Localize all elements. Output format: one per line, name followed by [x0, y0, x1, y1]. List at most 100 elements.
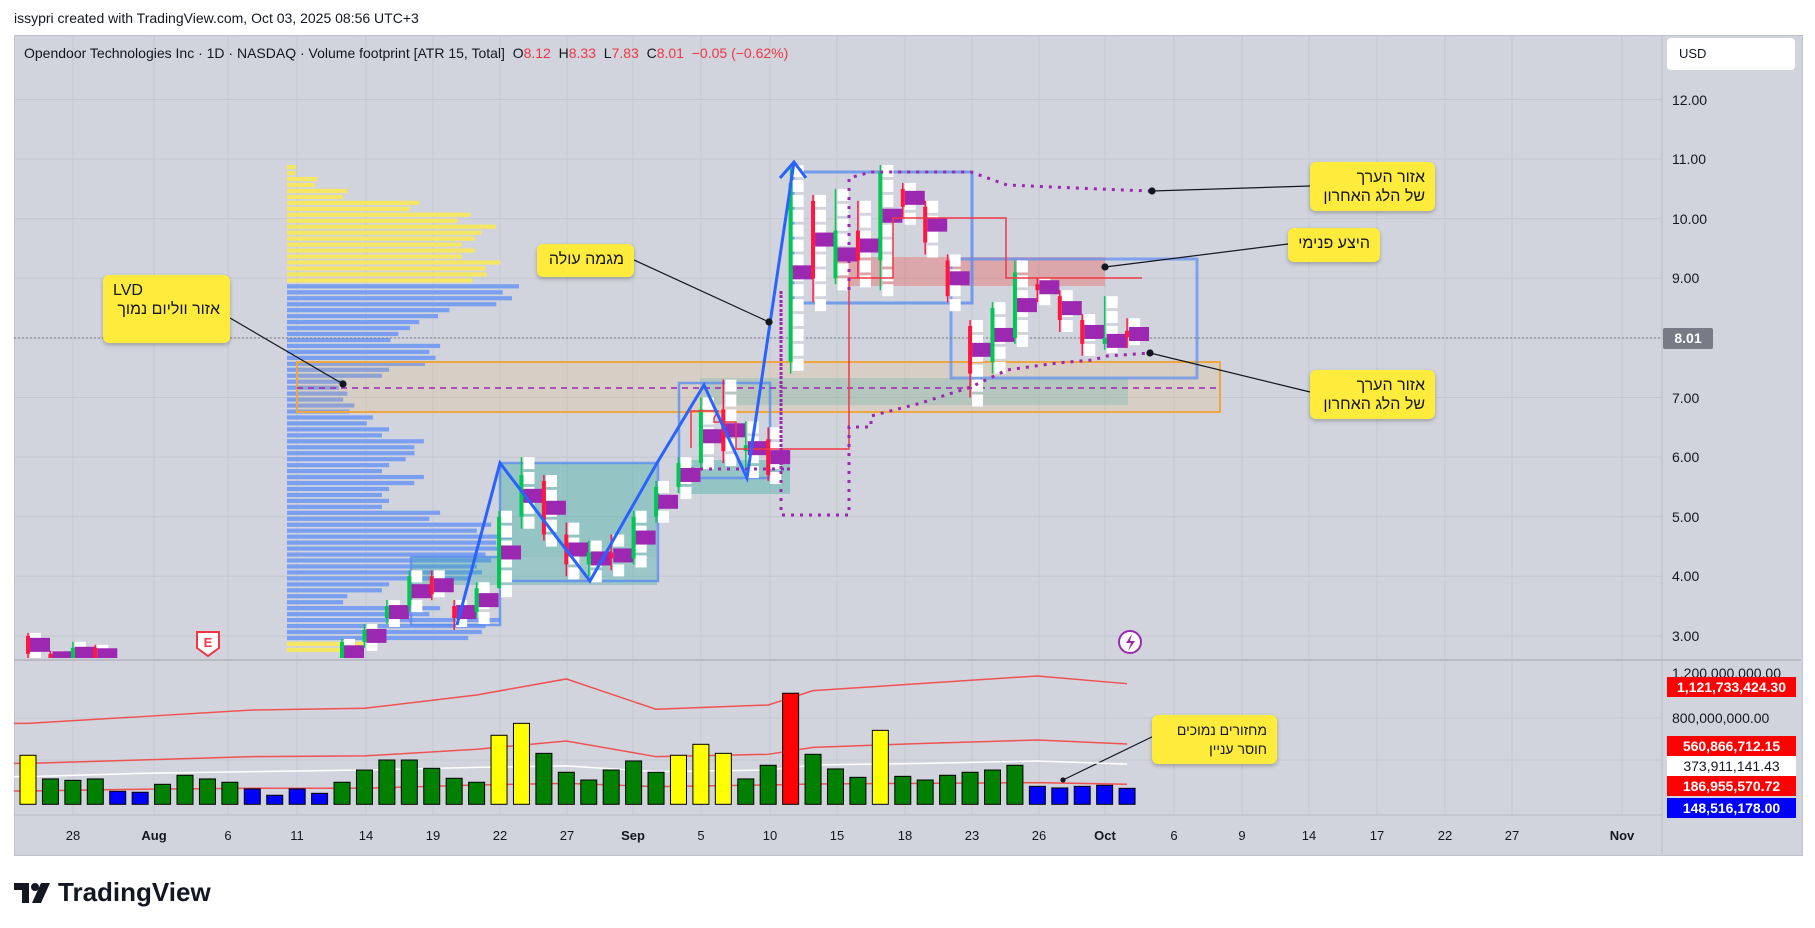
volume-bar[interactable]: [692, 743, 710, 805]
candle[interactable]: [1057, 290, 1082, 333]
volume-bar[interactable]: [333, 781, 351, 805]
callout-low-volume[interactable]: מחזורים נמוכים חוסר עניין: [1152, 715, 1277, 764]
candle[interactable]: [161, 669, 185, 684]
candle[interactable]: [968, 320, 993, 407]
candle[interactable]: [541, 474, 566, 547]
callout-value-area-bottom[interactable]: אזור הערך של הלג האחרון: [1310, 370, 1435, 419]
volume-bar[interactable]: [737, 778, 755, 805]
volume-bar[interactable]: [759, 764, 777, 805]
candle[interactable]: [205, 662, 229, 676]
volume-bar[interactable]: [1118, 787, 1136, 805]
candle[interactable]: [698, 397, 723, 470]
volume-bar[interactable]: [311, 792, 329, 805]
volume-bar[interactable]: [86, 778, 104, 805]
callout-internal-supply[interactable]: היצע פנימי: [1288, 228, 1380, 262]
candle[interactable]: [676, 457, 701, 499]
candle[interactable]: [923, 200, 948, 258]
symbol-legend[interactable]: Opendoor Technologies Inc · 1D · NASDAQ …: [24, 45, 789, 61]
candle[interactable]: [362, 623, 387, 651]
candle[interactable]: [26, 632, 50, 660]
volume-bar[interactable]: [355, 769, 373, 805]
candle[interactable]: [429, 570, 454, 601]
volume-bar[interactable]: [41, 778, 59, 805]
candle[interactable]: [93, 644, 118, 672]
candle[interactable]: [138, 665, 162, 679]
volume-bar[interactable]: [198, 778, 216, 805]
earnings-icon[interactable]: E: [196, 631, 220, 658]
callout-uptrend[interactable]: מגמה עולה: [537, 244, 634, 277]
volume-bar[interactable]: [1006, 764, 1024, 805]
volume-bar[interactable]: [916, 779, 934, 805]
candle[interactable]: [631, 510, 656, 568]
volume-bar[interactable]: [131, 791, 149, 805]
demand-zone-4[interactable]: [700, 378, 1128, 405]
volume-bar[interactable]: [557, 771, 575, 805]
volume-bar[interactable]: [804, 753, 822, 805]
candle[interactable]: [116, 660, 140, 674]
candle[interactable]: [855, 200, 880, 288]
volume-bar[interactable]: [625, 760, 643, 805]
candle[interactable]: [384, 600, 409, 628]
volume-bar[interactable]: [490, 734, 508, 805]
volume-bar[interactable]: [961, 771, 979, 805]
candle[interactable]: [250, 669, 274, 684]
range-box-3[interactable]: [677, 381, 772, 480]
volume-bar[interactable]: [826, 768, 844, 805]
candle[interactable]: [1080, 314, 1105, 356]
candle[interactable]: [990, 302, 1015, 374]
candle[interactable]: [48, 650, 73, 666]
volume-bar[interactable]: [154, 783, 172, 805]
volume-bar[interactable]: [535, 752, 553, 805]
candle[interactable]: [407, 570, 432, 613]
volume-bar[interactable]: [1096, 784, 1114, 805]
candle[interactable]: [1035, 278, 1060, 306]
volume-bar[interactable]: [423, 767, 441, 805]
range-box-5[interactable]: [949, 257, 1199, 380]
volume-bar[interactable]: [19, 754, 37, 805]
volume-bar[interactable]: [647, 771, 665, 805]
callout-lvd[interactable]: LVD אזור ווליום נמוך: [103, 275, 230, 343]
volume-bar[interactable]: [894, 775, 912, 805]
candle[interactable]: [586, 540, 611, 583]
candle[interactable]: [833, 188, 858, 291]
candle[interactable]: [183, 663, 207, 690]
tradingview-logo[interactable]: TradingView: [14, 877, 211, 908]
candle[interactable]: [788, 165, 813, 374]
lightning-icon[interactable]: [1118, 630, 1142, 654]
volume-bar[interactable]: [1073, 785, 1091, 805]
volume-bar[interactable]: [849, 776, 867, 805]
volume-bar[interactable]: [378, 759, 396, 805]
volume-bar[interactable]: [512, 722, 530, 805]
volume-bar[interactable]: [266, 794, 284, 805]
volume-bar[interactable]: [1028, 785, 1046, 805]
candle[interactable]: [945, 254, 970, 312]
volume-bar[interactable]: [445, 777, 463, 805]
candle[interactable]: [228, 666, 252, 680]
volume-bar[interactable]: [176, 774, 194, 805]
candle[interactable]: [295, 665, 319, 679]
currency-button[interactable]: USD: [1667, 38, 1795, 70]
candle[interactable]: [497, 510, 522, 598]
volume-bar[interactable]: [400, 759, 418, 805]
volume-bar[interactable]: [871, 729, 889, 805]
volume-bar[interactable]: [983, 769, 1001, 805]
volume-bar[interactable]: [243, 788, 261, 805]
volume-bar[interactable]: [109, 790, 127, 805]
candle[interactable]: [1012, 260, 1037, 347]
volume-bar[interactable]: [939, 774, 957, 805]
volume-bar[interactable]: [669, 754, 687, 805]
candle[interactable]: [878, 165, 903, 297]
volume-bar[interactable]: [64, 779, 82, 805]
volume-bar[interactable]: [288, 788, 306, 805]
candle[interactable]: [654, 480, 679, 523]
candle[interactable]: [340, 638, 365, 666]
volume-bar[interactable]: [1051, 787, 1069, 805]
volume-bar[interactable]: [468, 781, 486, 805]
volume-bar[interactable]: [580, 779, 598, 805]
candle[interactable]: [811, 194, 836, 312]
candle[interactable]: [70, 641, 95, 669]
callout-value-area-top[interactable]: אזור הערך של הלג האחרון: [1310, 162, 1435, 211]
volume-bar[interactable]: [602, 769, 620, 805]
volume-bar[interactable]: [221, 781, 239, 805]
volume-bar[interactable]: [714, 752, 732, 805]
